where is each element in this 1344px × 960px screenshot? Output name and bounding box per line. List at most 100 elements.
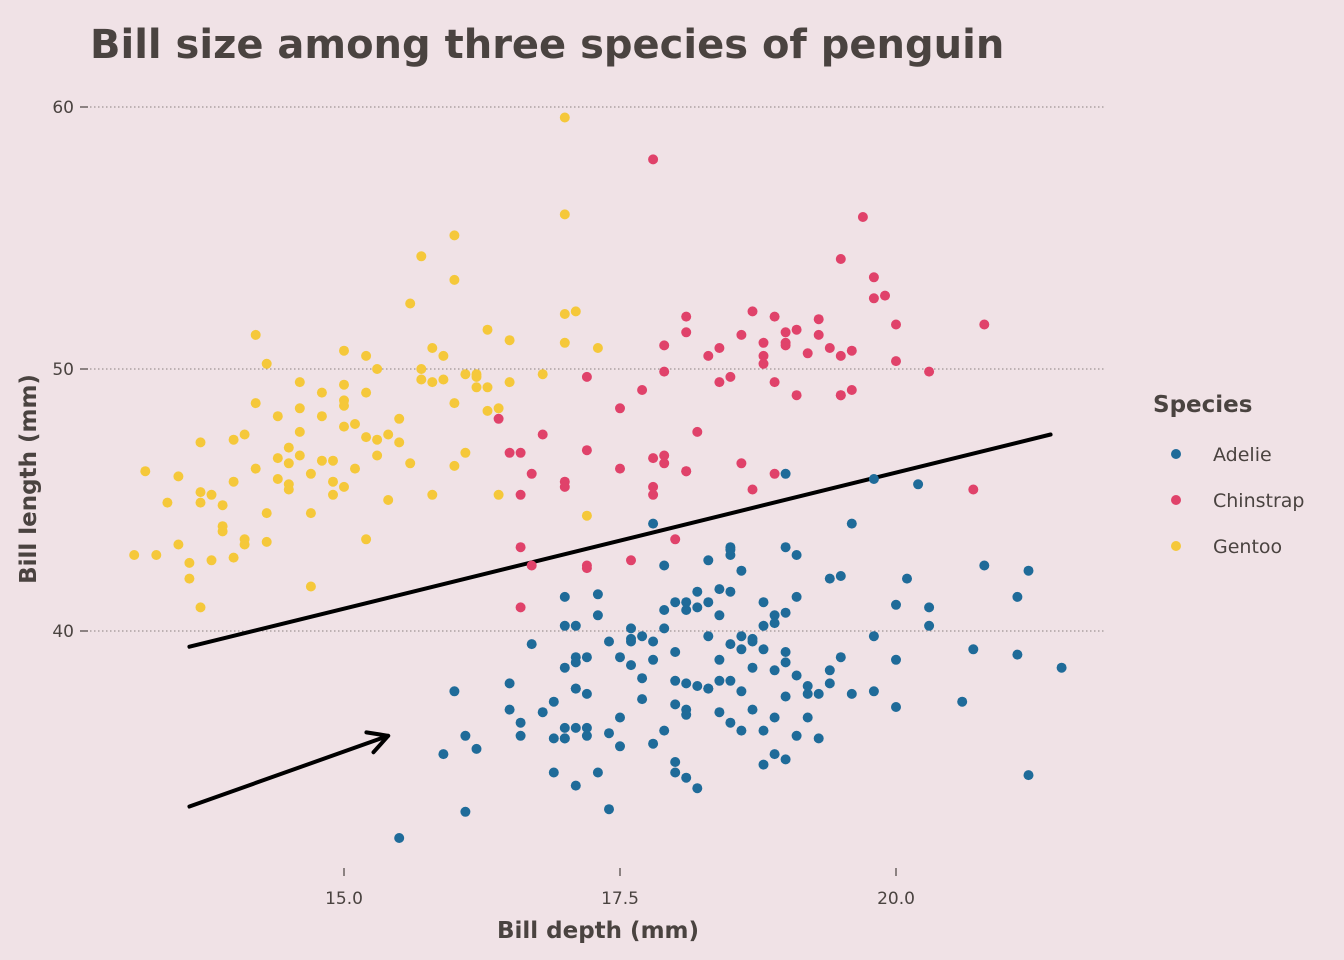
data-point-chinstrap — [968, 484, 979, 495]
data-point-adelie — [714, 610, 725, 621]
data-point-adelie — [692, 783, 703, 794]
y-axis-ticks: 40 50 60 — [52, 98, 88, 642]
data-point-adelie — [791, 550, 802, 560]
data-point-adelie — [592, 589, 603, 600]
x-tick-label: 15.0 — [325, 889, 363, 909]
data-point-adelie — [681, 704, 692, 715]
legend-items: Adelie Chinstrap Gentoo — [1171, 444, 1305, 558]
data-point-chinstrap — [493, 413, 504, 424]
data-point-gentoo — [217, 526, 228, 537]
data-point-gentoo — [449, 398, 460, 409]
data-point-adelie — [824, 678, 835, 689]
data-point-gentoo — [339, 345, 349, 356]
data-point-adelie — [460, 730, 471, 741]
data-point-gentoo — [438, 374, 449, 385]
data-point-gentoo — [206, 489, 217, 500]
chart-title: Bill size among three species of penguin — [90, 22, 1004, 68]
data-point-chinstrap — [714, 377, 725, 388]
data-point-adelie — [648, 518, 659, 529]
data-point-gentoo — [140, 466, 151, 477]
data-point-adelie — [659, 605, 670, 615]
data-point-adelie — [681, 597, 692, 608]
data-point-gentoo — [559, 112, 570, 123]
data-point-gentoo — [493, 403, 504, 414]
data-point-adelie — [868, 686, 879, 697]
data-point-chinstrap — [835, 254, 846, 264]
data-point-adelie — [570, 683, 581, 694]
data-point-chinstrap — [791, 390, 802, 401]
data-point-gentoo — [427, 343, 438, 353]
data-point-gentoo — [151, 550, 162, 560]
data-point-chinstrap — [714, 343, 725, 353]
data-point-adelie — [659, 560, 670, 571]
data-point-gentoo — [294, 450, 305, 461]
legend: Species Adelie Chinstrap Gentoo — [1153, 392, 1305, 558]
data-point-adelie — [725, 586, 736, 597]
legend-title: Species — [1153, 392, 1252, 418]
data-point-chinstrap — [924, 366, 935, 377]
data-point-adelie — [780, 657, 791, 668]
data-point-chinstrap — [891, 319, 901, 330]
data-point-chinstrap — [537, 429, 548, 440]
data-point-adelie — [736, 631, 747, 642]
data-point-adelie — [736, 565, 747, 576]
data-point-adelie — [460, 806, 471, 817]
data-point-gentoo — [482, 324, 493, 335]
data-point-chinstrap — [813, 329, 824, 340]
data-point-gentoo — [449, 230, 460, 241]
data-point-adelie — [769, 665, 780, 676]
data-point-adelie — [968, 644, 979, 655]
data-point-adelie — [780, 542, 791, 553]
data-point-adelie — [957, 696, 968, 707]
data-point-adelie — [570, 620, 581, 631]
data-point-adelie — [913, 479, 924, 490]
data-point-gentoo — [228, 434, 239, 445]
data-point-chinstrap — [515, 447, 526, 458]
data-point-adelie — [703, 683, 714, 694]
data-point-gentoo — [173, 539, 184, 550]
data-point-chinstrap — [769, 468, 780, 479]
data-point-gentoo — [394, 413, 405, 424]
data-point-adelie — [559, 662, 570, 673]
data-point-gentoo — [427, 489, 438, 500]
data-point-adelie — [758, 597, 769, 608]
data-point-gentoo — [361, 432, 372, 443]
data-point-chinstrap — [747, 484, 758, 495]
data-point-adelie — [891, 702, 901, 712]
data-point-gentoo — [294, 426, 305, 437]
data-point-adelie — [780, 754, 791, 765]
data-point-chinstrap — [813, 314, 824, 325]
data-point-gentoo — [427, 377, 438, 388]
data-point-gentoo — [272, 453, 283, 464]
data-point-chinstrap — [769, 311, 780, 322]
data-point-gentoo — [416, 364, 427, 374]
data-point-gentoo — [328, 476, 338, 487]
data-point-adelie — [648, 654, 659, 665]
data-point-adelie — [1023, 770, 1034, 781]
data-point-chinstrap — [681, 327, 692, 338]
data-point-adelie — [769, 749, 780, 760]
data-point-adelie — [1012, 649, 1023, 660]
data-point-chinstrap — [703, 350, 714, 361]
data-point-adelie — [780, 468, 791, 479]
data-point-gentoo — [372, 364, 383, 374]
data-point-adelie — [791, 670, 802, 681]
data-point-gentoo — [449, 460, 460, 471]
data-point-gentoo — [405, 458, 416, 469]
data-point-adelie — [670, 675, 681, 686]
data-point-gentoo — [372, 434, 383, 445]
data-point-chinstrap — [515, 542, 526, 553]
data-point-gentoo — [460, 447, 471, 458]
annotation-arrow-head — [364, 730, 391, 755]
data-point-adelie — [449, 686, 460, 697]
data-point-gentoo — [581, 510, 592, 521]
data-point-adelie — [714, 675, 725, 686]
data-point-adelie — [504, 678, 515, 689]
data-point-gentoo — [162, 497, 173, 508]
data-point-adelie — [681, 772, 692, 783]
data-point-gentoo — [570, 306, 581, 317]
data-point-gentoo — [283, 458, 294, 469]
data-point-gentoo — [405, 298, 416, 309]
data-point-chinstrap — [659, 458, 670, 469]
data-point-adelie — [581, 722, 592, 733]
